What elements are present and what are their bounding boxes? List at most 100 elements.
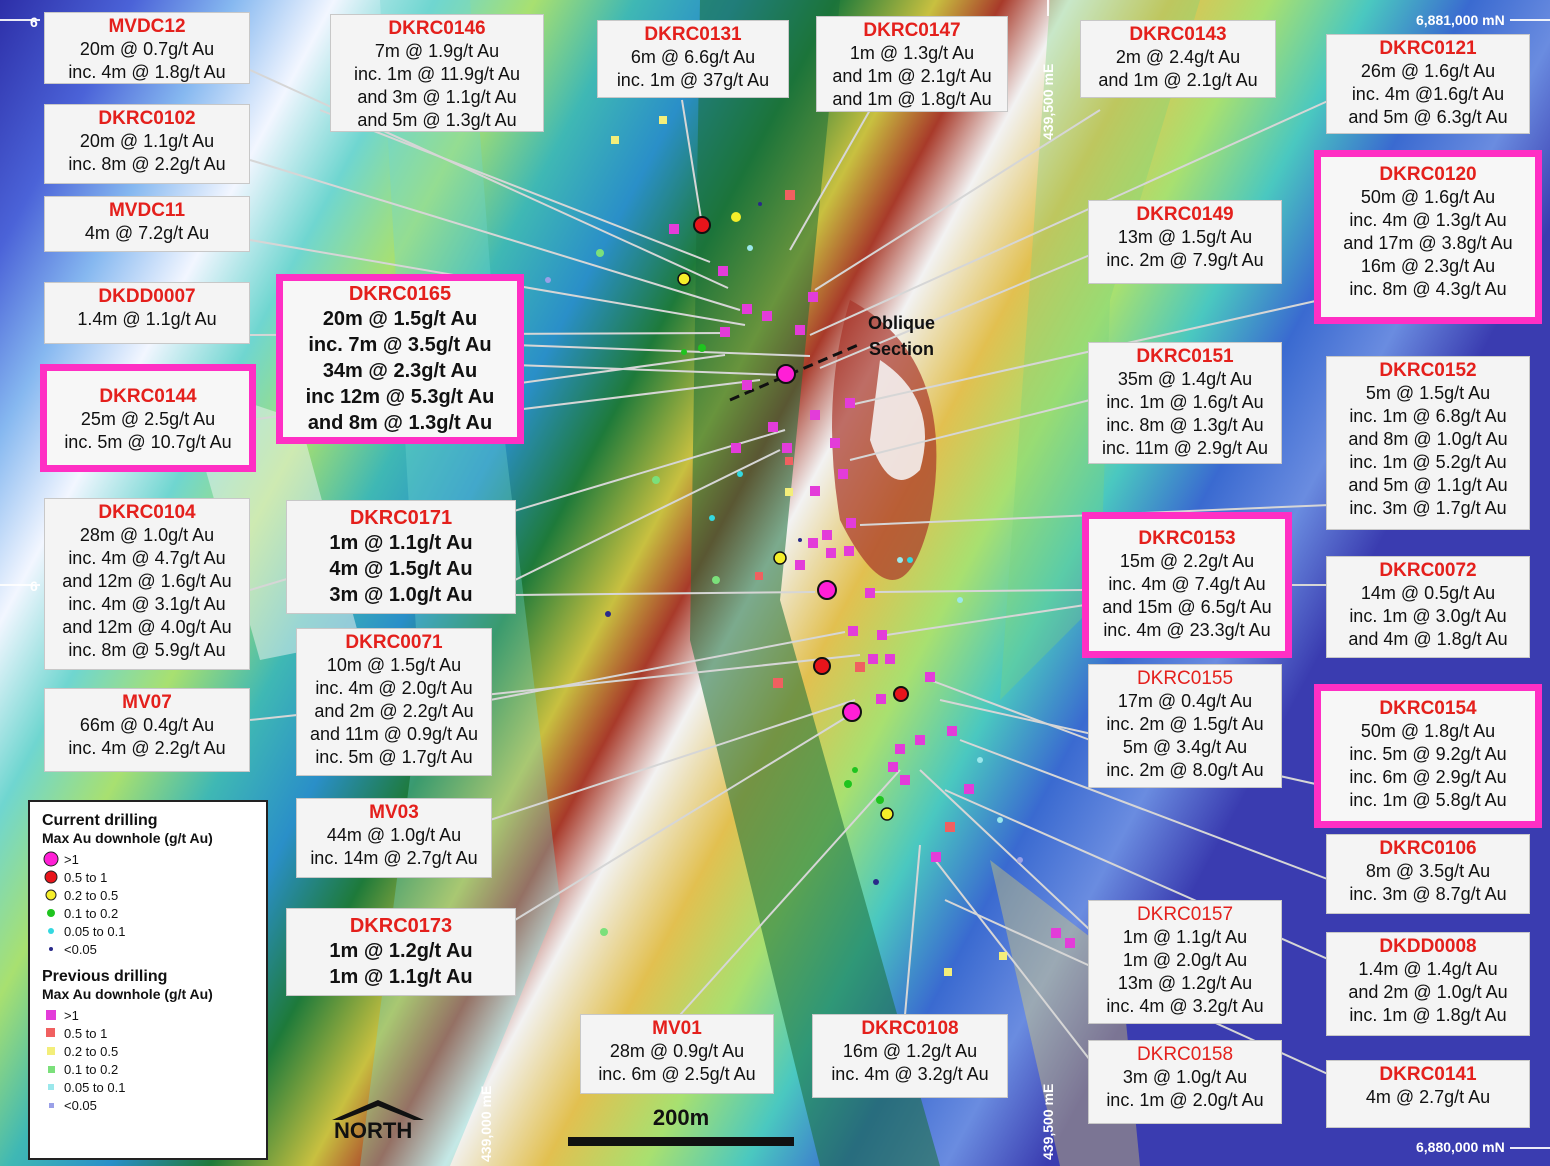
callout-dkdd0008: DKDD0008 1.4m @ 1.4g/t Au and 2m @ 1.0g/… <box>1326 932 1530 1036</box>
callout-title: DKRC0106 <box>1379 838 1477 859</box>
callout-line: 17m @ 0.4g/t Au <box>1117 691 1253 711</box>
grid-label-east-top: 439,500 mE <box>1040 63 1056 140</box>
callout-title: DKRC0146 <box>388 18 486 39</box>
callout-line: and 1m @ 2.1g/t Au <box>1098 70 1258 90</box>
callout-line: inc. 1m @ 37g/t Au <box>616 70 770 90</box>
oblique-line-1: Oblique <box>868 313 935 333</box>
callout-line: inc. 1m @ 6.8g/t Au <box>1349 406 1507 426</box>
callout-title: DKRC0153 <box>1138 528 1236 549</box>
square-marker-icon <box>42 1099 60 1111</box>
callout-line: 1m @ 1.1g/t Au <box>329 966 473 988</box>
circle-marker-icon <box>42 851 60 867</box>
north-arrow-icon <box>332 1100 424 1120</box>
callout-line: 20m @ 0.7g/t Au <box>79 39 215 59</box>
callout-line: and 5m @ 1.1g/t Au <box>1348 475 1508 495</box>
callout-line: inc. 4m @ 4.7g/t Au <box>68 548 226 568</box>
grid-label-left-mid: 6 <box>30 578 38 594</box>
callout-title: DKRC0157 <box>1136 904 1234 925</box>
callout-dkrc0152: DKRC0152 5m @ 1.5g/t Au inc. 1m @ 6.8g/t… <box>1326 356 1530 530</box>
callout-title: DKRC0102 <box>98 108 196 129</box>
legend-item: 0.05 to 0.1 <box>42 922 254 940</box>
grid-label-east-bottom: 439,500 mE <box>1040 1083 1056 1160</box>
circle-marker-icon <box>42 870 60 884</box>
circle-marker-icon <box>42 889 60 901</box>
grid-label-left-top: 6 <box>30 14 38 30</box>
callout-dkrc0157: DKRC0157 1m @ 1.1g/t Au 1m @ 2.0g/t Au 1… <box>1088 900 1282 1024</box>
callout-title: DKRC0155 <box>1136 668 1234 689</box>
legend-item: <0.05 <box>42 1096 254 1114</box>
callout-line: inc. 4m @1.6g/t Au <box>1351 84 1505 104</box>
callout-line: 15m @ 2.2g/t Au <box>1119 551 1255 571</box>
callout-dkrc0153: DKRC0153 15m @ 2.2g/t Au inc. 4m @ 7.4g/… <box>1082 512 1292 658</box>
callout-mv03: MV03 44m @ 1.0g/t Au inc. 14m @ 2.7g/t A… <box>296 798 492 878</box>
legend-item-label: >1 <box>64 851 79 867</box>
callout-title: DKRC0165 <box>348 283 452 305</box>
legend: Current drilling Max Au downhole (g/t Au… <box>28 800 268 1160</box>
legend-item-label: >1 <box>64 1007 79 1023</box>
callout-dkrc0165: DKRC0165 20m @ 1.5g/t Au inc. 7m @ 3.5g/… <box>276 274 524 444</box>
callout-title: DKRC0108 <box>861 1018 959 1039</box>
callout-line: 50m @ 1.8g/t Au <box>1360 721 1496 741</box>
callout-line: 35m @ 1.4g/t Au <box>1117 369 1253 389</box>
callout-line: and 15m @ 6.5g/t Au <box>1102 597 1272 617</box>
callout-line: inc. 1m @ 1.6g/t Au <box>1106 392 1264 412</box>
callout-title: DKRC0071 <box>345 632 443 653</box>
circle-marker-icon <box>42 908 60 918</box>
legend-item-label: 0.5 to 1 <box>64 869 108 885</box>
callout-line: inc 12m @ 5.3g/t Au <box>305 386 495 408</box>
callout-line: and 8m @ 1.3g/t Au <box>307 412 493 434</box>
legend-current-title: Current drilling <box>42 812 158 829</box>
callout-line: 14m @ 0.5g/t Au <box>1360 583 1496 603</box>
callout-line: 20m @ 1.1g/t Au <box>79 131 215 151</box>
callout-dkrc0154: DKRC0154 50m @ 1.8g/t Au inc. 5m @ 9.2g/… <box>1314 684 1542 828</box>
scale-bar-line <box>568 1137 794 1146</box>
square-marker-icon <box>42 1027 60 1039</box>
callout-line: inc. 14m @ 2.7g/t Au <box>310 848 478 868</box>
callout-line: inc. 8m @ 1.3g/t Au <box>1106 415 1264 435</box>
circle-marker-icon <box>42 927 60 935</box>
callout-line: and 12m @ 1.6g/t Au <box>62 571 232 591</box>
callout-dkrc0102: DKRC0102 20m @ 1.1g/t Au inc. 8m @ 2.2g/… <box>44 104 250 184</box>
callout-line: inc. 4m @ 3.2g/t Au <box>1106 996 1264 1016</box>
callout-title: DKDD0007 <box>98 286 196 307</box>
callout-title: DKRC0120 <box>1379 164 1477 185</box>
oblique-section-label: Oblique Section <box>868 310 935 362</box>
callout-dkrc0108: DKRC0108 16m @ 1.2g/t Au inc. 4m @ 3.2g/… <box>812 1014 1008 1098</box>
callout-dkrc0147: DKRC0147 1m @ 1.3g/t Au and 1m @ 2.1g/t … <box>816 16 1008 112</box>
legend-item-label: <0.05 <box>64 941 97 957</box>
callout-line: 1m @ 1.2g/t Au <box>329 940 473 962</box>
callout-line: 16m @ 2.3g/t Au <box>1360 256 1496 276</box>
callout-line: 28m @ 0.9g/t Au <box>609 1041 745 1061</box>
legend-item-label: 0.1 to 0.2 <box>64 905 119 921</box>
callout-title: MV03 <box>369 802 419 823</box>
callout-dkrc0131: DKRC0131 6m @ 6.6g/t Au inc. 1m @ 37g/t … <box>597 20 789 98</box>
square-marker-icon <box>42 1063 60 1075</box>
callout-title: DKRC0152 <box>1379 360 1477 381</box>
oblique-line-2: Section <box>868 339 934 359</box>
callout-line: 34m @ 2.3g/t Au <box>322 360 478 382</box>
callout-dkrc0104: DKRC0104 28m @ 1.0g/t Au inc. 4m @ 4.7g/… <box>44 498 250 670</box>
callout-title: MV07 <box>122 692 172 713</box>
callout-title: DKRC0171 <box>349 507 453 529</box>
callout-line: 4m @ 2.7g/t Au <box>1365 1087 1491 1107</box>
callout-dkrc0143: DKRC0143 2m @ 2.4g/t Au and 1m @ 2.1g/t … <box>1080 20 1276 98</box>
callout-mvdc11: MVDC11 4m @ 7.2g/t Au <box>44 196 250 252</box>
north-arrow: NORTH <box>330 1098 430 1148</box>
callout-line: and 1m @ 2.1g/t Au <box>832 66 992 86</box>
callout-line: 5m @ 3.4g/t Au <box>1122 737 1248 757</box>
callout-line: 6m @ 6.6g/t Au <box>630 47 756 67</box>
callout-dkrc0144: DKRC0144 25m @ 2.5g/t Au inc. 5m @ 10.7g… <box>40 364 256 472</box>
callout-line: inc. 5m @ 9.2g/t Au <box>1349 744 1507 764</box>
callout-line: 1m @ 1.1g/t Au <box>1122 927 1248 947</box>
legend-current-subtitle: Max Au downhole (g/t Au) <box>42 830 213 846</box>
square-marker-icon <box>42 1045 60 1057</box>
callout-line: 10m @ 1.5g/t Au <box>326 655 462 675</box>
callout-title: DKRC0149 <box>1136 204 1234 225</box>
callout-dkrc0071: DKRC0071 10m @ 1.5g/t Au inc. 4m @ 2.0g/… <box>296 628 492 776</box>
callout-line: inc. 5m @ 1.7g/t Au <box>315 747 473 767</box>
callout-line: inc. 2m @ 8.0g/t Au <box>1106 760 1264 780</box>
callout-title: MVDC11 <box>108 200 186 221</box>
grid-label-north-top: 6,881,000 mN <box>1416 12 1505 28</box>
legend-previous-title: Previous drilling <box>42 968 168 985</box>
callout-title: DKRC0154 <box>1379 698 1477 719</box>
